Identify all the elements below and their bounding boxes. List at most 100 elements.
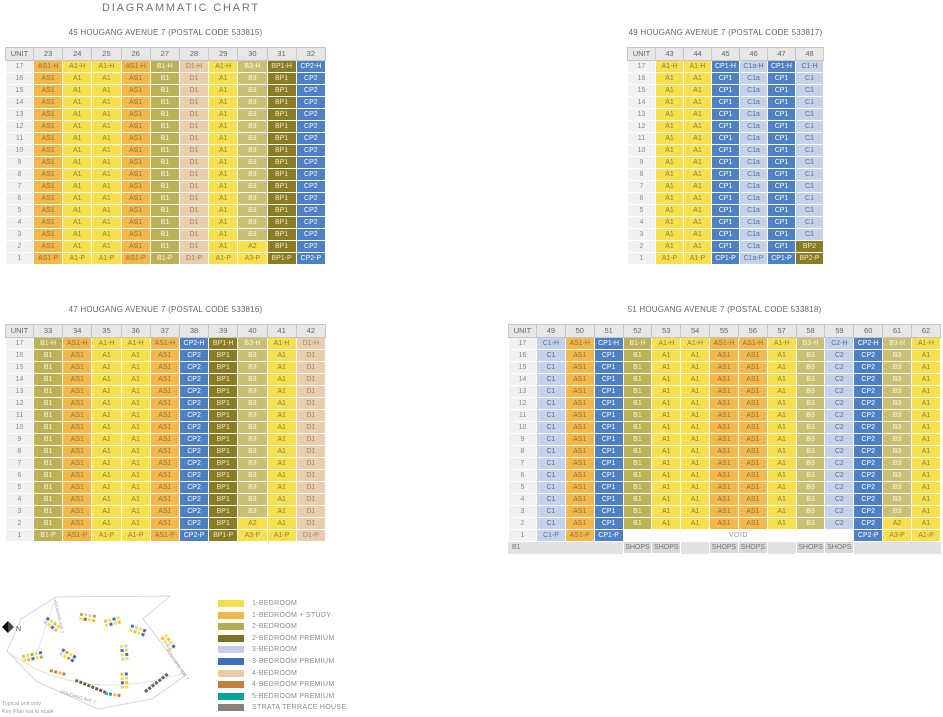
floor-label: 6 (508, 469, 537, 482)
unit-cell: A1 (62, 96, 93, 109)
unit-cell: C2 (824, 373, 855, 386)
unit-cell: BP1 (266, 96, 297, 109)
unit-cell: B1 (32, 457, 64, 470)
unit-cell: B1 (622, 349, 653, 362)
unit-cell: CP1 (711, 180, 740, 193)
unit-cell: C1 (795, 180, 824, 193)
unit-cell: B1 (622, 433, 653, 446)
unit-cell: C1 (795, 120, 824, 133)
unit-cell: A1 (651, 457, 682, 470)
unit-cell: CP1 (711, 216, 740, 229)
unit-cell: AS1 (709, 505, 739, 518)
unit-cell: A1 (208, 156, 239, 169)
unit-cell: CP1 (767, 204, 796, 217)
unit-cell: B1 (622, 409, 653, 422)
unit-cell: AS1 (709, 373, 739, 386)
unit-cell: A1 (91, 72, 122, 85)
unit-cell: B1 (149, 156, 180, 169)
unit-cell: A1 (91, 493, 122, 506)
unit-cell: CP1-H (767, 60, 796, 73)
unit-cell: AS1 (149, 397, 180, 410)
unit-cell: A1 (91, 421, 122, 434)
floor-label: 6 (627, 192, 656, 205)
unit-cell: AS1 (737, 445, 768, 458)
unit-cell: CP1 (711, 120, 740, 133)
unit-cell: A1 (91, 168, 122, 181)
floor-label: 7 (627, 180, 656, 193)
unit-cell: A1-P (266, 529, 297, 542)
unit-cell: B1 (622, 445, 653, 458)
unit-cell: CP1 (711, 168, 740, 181)
unit-cell: CP1 (711, 204, 740, 217)
unit-cell: CP1 (593, 361, 624, 374)
unit-cell: CP1 (767, 168, 796, 181)
unit-cell: A1 (208, 180, 239, 193)
unit-cell: A1 (766, 409, 797, 422)
unit-cell: BP1 (208, 505, 239, 518)
unit-cell: AS1-H (32, 60, 64, 73)
floor-label: 8 (508, 445, 537, 458)
unit-cell: C2 (824, 349, 855, 362)
unit-cell: A1 (651, 493, 682, 506)
unit-cell: B3 (882, 373, 912, 386)
unit-cell: A1-H (680, 337, 711, 350)
unit-cell: CP1 (767, 240, 796, 253)
unit-cell: B3 (237, 216, 268, 229)
unit-cell: B1 (622, 505, 653, 518)
unit-cell: B1 (149, 144, 180, 157)
unit-cell: B3 (795, 469, 826, 482)
unit-cell: A1 (120, 373, 151, 386)
unit-cell: AS1 (564, 433, 595, 446)
keyplan-note-1: Typical unit only (2, 701, 41, 707)
unit-cell: D1 (178, 180, 210, 193)
unit-cell: AS1 (149, 481, 180, 494)
unit-cell: CP2-P (178, 529, 210, 542)
unit-cell: D1-P (178, 252, 210, 265)
unit-cell: C1 (536, 517, 566, 530)
unit-cell: A1 (683, 240, 712, 253)
unit-cell: A1 (266, 361, 297, 374)
floor-label: 3 (5, 228, 34, 241)
floor-label: 2 (5, 240, 34, 253)
unit-cell: B1 (149, 108, 180, 121)
unit-cell: AS1 (62, 349, 93, 362)
unit-cell: D1 (178, 108, 210, 121)
floor-label: 14 (627, 96, 656, 109)
unit-cell: CP2 (295, 204, 327, 217)
unit-cell: AS1 (62, 469, 93, 482)
unit-cell: A1 (683, 192, 712, 205)
unit-cell: BP1 (266, 216, 297, 229)
floor-label: 15 (627, 84, 656, 97)
unit-cell: A1-H (120, 337, 151, 350)
unit-cell: A1 (651, 385, 682, 398)
unit-cell: CP1 (767, 180, 796, 193)
unit-number-header: 36 (120, 324, 151, 338)
unit-cell: A1 (91, 349, 122, 362)
unit-cell: A1 (62, 180, 93, 193)
legend-item: 3-BEDROOM (218, 646, 346, 654)
legend-swatch (218, 611, 244, 619)
floor-label: 17 (508, 337, 537, 350)
unit-cell: CP1 (593, 409, 624, 422)
unit-cell: A1 (266, 481, 297, 494)
unit-cell: AS1-H (709, 337, 739, 350)
unit-cell: A1 (91, 84, 122, 97)
unit-cell: AS1 (564, 421, 595, 434)
floor-label: 4 (508, 493, 537, 506)
unit-cell: B3 (795, 457, 826, 470)
unit-cell: AS1 (32, 180, 64, 193)
unit-cell: AS1 (62, 373, 93, 386)
legend-item: 4-BEDROOM PREMIUM (218, 681, 346, 689)
unit-cell: B1 (32, 421, 64, 434)
unit-cell: B1 (622, 481, 653, 494)
floor-label: 16 (508, 349, 537, 362)
unit-cell: A1 (655, 72, 684, 85)
unit-cell: D1 (178, 96, 210, 109)
unit-cell: A1 (120, 481, 151, 494)
unit-cell: B1 (149, 120, 180, 133)
unit-cell: CP1 (767, 84, 796, 97)
unit-cell: A1 (683, 216, 712, 229)
unit-cell: C1a (739, 180, 768, 193)
unit-cell: C1 (795, 96, 824, 109)
unit-cell: AS1 (149, 505, 180, 518)
